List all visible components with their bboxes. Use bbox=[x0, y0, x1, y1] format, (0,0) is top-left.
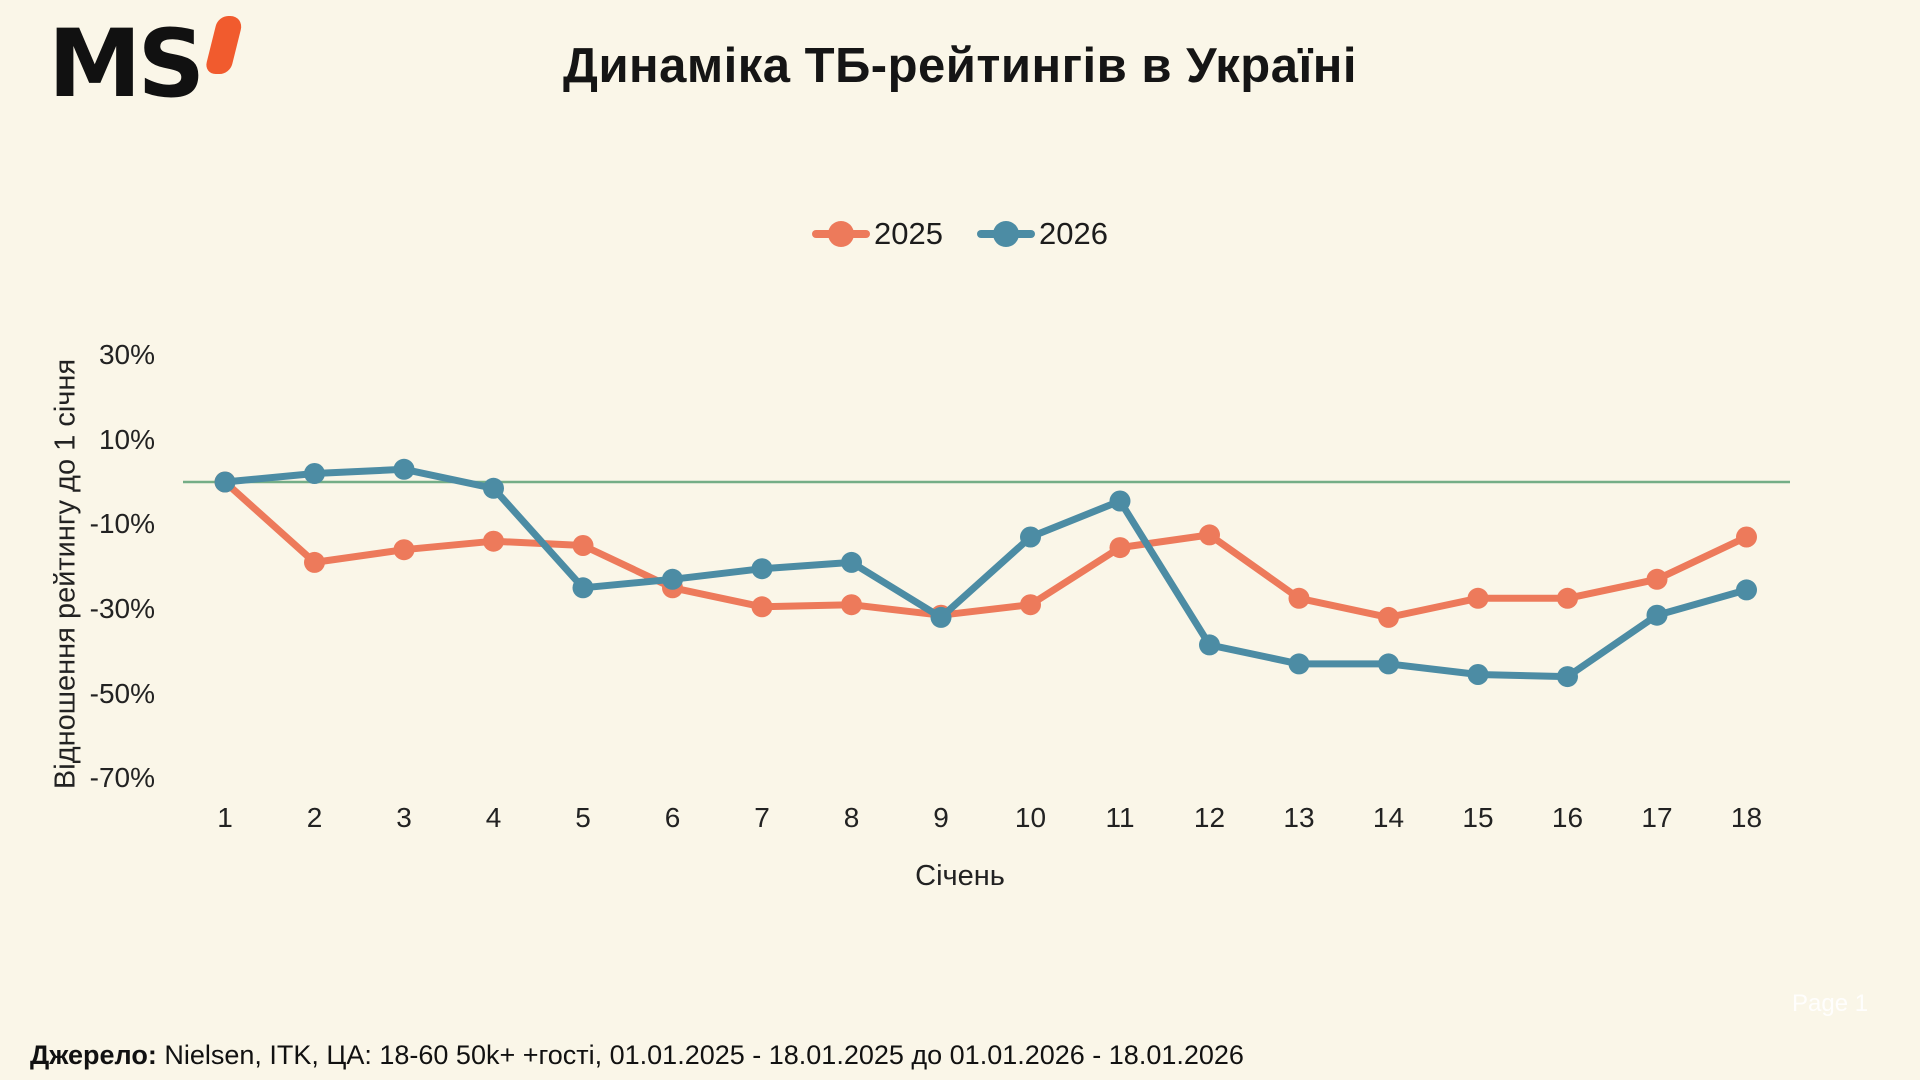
data-point-2026-9[interactable] bbox=[930, 606, 952, 628]
data-point-2025-11[interactable] bbox=[1109, 537, 1131, 559]
series-line-2025 bbox=[221, 478, 1750, 621]
y-tick-label: -30% bbox=[89, 592, 155, 624]
data-point-2026-11[interactable] bbox=[1109, 490, 1131, 512]
x-tick-label: 6 bbox=[664, 802, 681, 833]
logo: MS bbox=[48, 10, 245, 120]
legend-item-2026[interactable]: 2026 bbox=[977, 216, 1108, 252]
logo-text: MS bbox=[48, 10, 205, 119]
data-point-2025-17[interactable] bbox=[1646, 568, 1668, 590]
x-tick-label: 18 bbox=[1730, 802, 1763, 833]
data-point-2026-8[interactable] bbox=[841, 551, 862, 573]
data-point-2026-7[interactable] bbox=[751, 558, 773, 580]
data-point-2025-8[interactable] bbox=[841, 594, 862, 616]
data-point-2026-15[interactable] bbox=[1467, 664, 1489, 685]
x-tick-label: 13 bbox=[1283, 802, 1315, 833]
x-tick-label: 3 bbox=[396, 802, 412, 833]
data-point-2025-18[interactable] bbox=[1736, 526, 1757, 548]
data-point-2025-4[interactable] bbox=[483, 530, 504, 552]
data-point-2026-12[interactable] bbox=[1199, 634, 1220, 656]
x-tick-label: 7 bbox=[754, 802, 770, 833]
data-point-2025-13[interactable] bbox=[1288, 587, 1310, 609]
page-title: Динаміка ТБ-рейтингів в Україні bbox=[563, 39, 1357, 93]
page-number-label: Page 1 bbox=[1792, 990, 1869, 1017]
x-tick-label: 1 bbox=[217, 802, 233, 833]
data-point-2025-7[interactable] bbox=[751, 596, 773, 618]
x-tick-label: 4 bbox=[485, 802, 502, 833]
y-tick-label: 10% bbox=[98, 423, 155, 455]
data-point-2026-17[interactable] bbox=[1646, 604, 1668, 626]
data-point-2026-2[interactable] bbox=[304, 463, 325, 484]
data-point-2025-10[interactable] bbox=[1020, 594, 1041, 616]
legend-marker-icon bbox=[993, 221, 1019, 247]
data-point-2025-16[interactable] bbox=[1557, 587, 1578, 609]
data-point-2026-3[interactable] bbox=[393, 458, 415, 480]
data-point-2026-14[interactable] bbox=[1378, 653, 1399, 675]
data-point-2026-5[interactable] bbox=[572, 577, 594, 599]
source-note: Джерело: Nielsen, ITK, ЦА: 18-60 50k+ +г… bbox=[30, 1040, 1244, 1071]
source-label: Джерело: bbox=[30, 1040, 157, 1070]
x-tick-label: 11 bbox=[1105, 802, 1135, 833]
x-tick-label: 15 bbox=[1462, 802, 1494, 833]
x-tick-label: 5 bbox=[575, 802, 591, 833]
y-tick-label: -50% bbox=[89, 677, 155, 709]
y-tick-label: -10% bbox=[89, 508, 155, 540]
x-tick-label: 8 bbox=[843, 802, 860, 833]
legend: 2025 2026 bbox=[0, 216, 1920, 252]
legend-item-2025[interactable]: 2025 bbox=[812, 216, 943, 252]
data-point-2026-18[interactable] bbox=[1736, 579, 1757, 601]
legend-marker-icon bbox=[828, 221, 855, 247]
legend-label: 2025 bbox=[874, 216, 943, 251]
y-tick-label: 30% bbox=[98, 339, 155, 371]
x-tick-label: 16 bbox=[1551, 802, 1584, 833]
x-tick-label: 2 bbox=[306, 802, 323, 833]
x-tick-label: 14 bbox=[1372, 802, 1405, 833]
data-point-2026-16[interactable] bbox=[1557, 666, 1578, 688]
data-point-2025-15[interactable] bbox=[1467, 587, 1489, 609]
data-point-2026-13[interactable] bbox=[1288, 653, 1310, 675]
x-tick-label: 17 bbox=[1641, 802, 1673, 833]
data-point-2025-2[interactable] bbox=[304, 551, 325, 573]
x-tick-labels: 1 2 3 4 5 6 7 8 9 10 11 12 13 14 15 16 17 18 bbox=[0, 800, 1920, 840]
legend-label: 2026 bbox=[1039, 216, 1108, 251]
data-point-2026-1[interactable] bbox=[214, 471, 236, 493]
legend-swatch-2026 bbox=[977, 221, 1035, 247]
data-point-2025-12[interactable] bbox=[1199, 524, 1220, 546]
x-tick-label: 10 bbox=[1014, 802, 1047, 833]
data-point-2026-4[interactable] bbox=[483, 477, 504, 499]
data-point-2025-3[interactable] bbox=[393, 539, 415, 561]
y-tick-label: -70% bbox=[89, 762, 155, 794]
x-tick-label: 9 bbox=[933, 802, 949, 833]
data-point-2026-6[interactable] bbox=[662, 568, 683, 590]
legend-swatch-2025 bbox=[812, 221, 871, 247]
data-point-2025-14[interactable] bbox=[1378, 606, 1399, 628]
data-point-2026-10[interactable] bbox=[1020, 526, 1041, 548]
x-axis-title: Січень bbox=[915, 860, 1005, 892]
data-point-2025-5[interactable] bbox=[572, 535, 594, 556]
source-text: Nielsen, ITK, ЦА: 18-60 50k+ +гості, 01.… bbox=[156, 1040, 1244, 1070]
y-axis-title: Відношення рейтингу до 1 січня bbox=[49, 358, 82, 790]
series-line-2026 bbox=[221, 465, 1750, 681]
x-tick-label: 12 bbox=[1193, 802, 1226, 833]
